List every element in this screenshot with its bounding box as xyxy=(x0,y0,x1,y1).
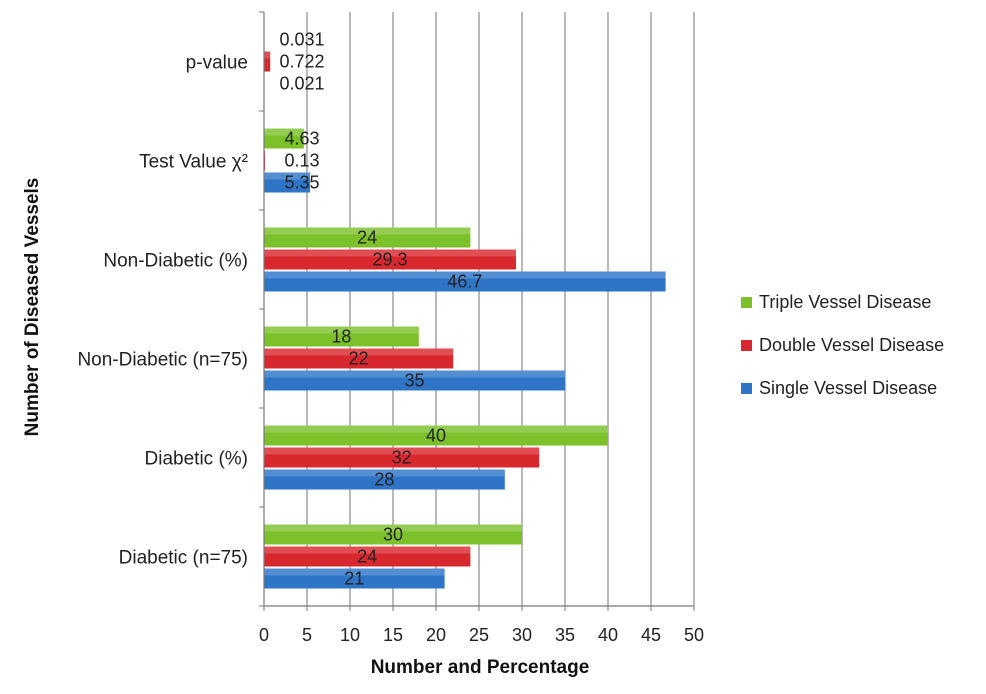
data-label: 4.63 xyxy=(284,129,319,149)
category-label: Diabetic (%) xyxy=(145,449,248,470)
category-label: Non-Diabetic (n=75) xyxy=(77,350,248,371)
data-label: 5.35 xyxy=(284,173,319,193)
legend-item-double-vessel-disease: Double Vessel Disease xyxy=(741,335,944,355)
bar-rect xyxy=(264,249,516,270)
bar-highlight xyxy=(264,524,522,532)
gridlines xyxy=(306,12,695,606)
bar-rect xyxy=(264,348,454,369)
x-tick-label: 5 xyxy=(302,625,312,645)
bar-highlight xyxy=(264,348,454,356)
bar-single-vessel-disease xyxy=(264,271,666,292)
x-tick-label: 20 xyxy=(426,625,446,645)
bar-labels: 21 28 35 46.7 5.35 0.021 24 32 22 29.3 0.13 0.722 30… xyxy=(279,30,482,589)
x-axis-title: Number and Percentage xyxy=(371,657,590,678)
bar-rect xyxy=(264,469,505,490)
legend-swatch xyxy=(741,297,752,308)
bar-single-vessel-disease xyxy=(264,172,311,193)
bar-single-vessel-disease xyxy=(264,568,445,589)
data-label: 24 xyxy=(357,547,377,567)
bar-double-vessel-disease xyxy=(264,249,516,270)
bar-rect xyxy=(264,370,565,391)
bar-rect xyxy=(264,524,522,545)
bar-highlight xyxy=(264,370,565,378)
x-tick-label: 40 xyxy=(598,625,618,645)
data-label: 0.021 xyxy=(279,74,324,94)
data-label: 28 xyxy=(374,470,394,490)
bar-double-vessel-disease xyxy=(264,546,471,567)
x-tick-label: 35 xyxy=(555,625,575,645)
bar-triple-vessel-disease xyxy=(264,425,608,446)
bar-highlight xyxy=(264,326,419,334)
bar-rect xyxy=(264,172,311,193)
bar-highlight xyxy=(264,249,516,257)
bar-double-vessel-disease xyxy=(264,447,540,468)
bar-rect xyxy=(264,326,419,347)
data-label: 0.722 xyxy=(279,52,324,72)
x-tick-label: 10 xyxy=(340,625,360,645)
y-axis-title: Number of Diseased Vessels xyxy=(22,178,43,437)
bar-highlight xyxy=(264,51,271,59)
data-label: 30 xyxy=(383,525,403,545)
x-tick-label: 50 xyxy=(684,625,704,645)
bar-rect xyxy=(264,447,540,468)
legend-swatch xyxy=(741,340,752,351)
bar-highlight xyxy=(264,425,608,433)
x-tick-label: 45 xyxy=(641,625,661,645)
bar-rect xyxy=(264,128,304,149)
legend-label: Single Vessel Disease xyxy=(759,378,937,398)
bar-rect xyxy=(264,568,445,589)
bar-rect xyxy=(264,425,608,446)
data-label: 22 xyxy=(349,349,369,369)
data-label: 18 xyxy=(331,327,351,347)
bar-rect xyxy=(264,546,471,567)
bar-double-vessel-disease xyxy=(264,348,454,369)
axes xyxy=(259,11,695,611)
bar-highlight xyxy=(264,271,666,279)
category-label: Diabetic (n=75) xyxy=(119,548,248,569)
bar-rect xyxy=(264,271,666,292)
x-tick-label: 30 xyxy=(512,625,532,645)
bar-highlight xyxy=(264,546,471,554)
data-label: 46.7 xyxy=(447,272,482,292)
x-tick-label: 25 xyxy=(469,625,489,645)
bar-highlight xyxy=(264,568,445,576)
bar-rect xyxy=(264,51,271,72)
bar-triple-vessel-disease xyxy=(264,326,419,347)
bar-single-vessel-disease xyxy=(264,370,565,391)
data-label: 0.13 xyxy=(284,151,319,171)
bar-rect xyxy=(264,227,471,248)
category-label: p-value xyxy=(186,53,248,74)
category-label: Test Value χ² xyxy=(139,152,248,173)
data-label: 24 xyxy=(357,228,377,248)
category-label: Non-Diabetic (%) xyxy=(103,251,248,272)
x-tick-label: 15 xyxy=(383,625,403,645)
data-label: 0.031 xyxy=(279,30,324,50)
category-labels: Diabetic (n=75) Diabetic (%) Non-Diabetic … xyxy=(77,53,248,569)
bar-triple-vessel-disease xyxy=(264,128,304,149)
bar-highlight xyxy=(264,447,540,455)
bar-highlight xyxy=(264,227,471,235)
legend-label: Triple Vessel Disease xyxy=(759,292,931,312)
bar-double-vessel-disease xyxy=(264,51,271,72)
bar-highlight xyxy=(264,172,311,180)
bar-triple-vessel-disease xyxy=(264,227,471,248)
bar-single-vessel-disease xyxy=(264,469,505,490)
bars xyxy=(264,29,666,589)
data-label: 29.3 xyxy=(372,250,407,270)
data-label: 35 xyxy=(404,371,424,391)
bar-highlight xyxy=(264,128,304,136)
legend-swatch xyxy=(741,383,752,394)
data-label: 32 xyxy=(392,448,412,468)
legend-label: Double Vessel Disease xyxy=(759,335,944,355)
legend-item-triple-vessel-disease: Triple Vessel Disease xyxy=(741,292,931,312)
x-tick-labels: 0 5 10 15 20 25 30 35 40 45 50 xyxy=(259,625,704,645)
x-tick-label: 0 xyxy=(259,625,269,645)
bar-triple-vessel-disease xyxy=(264,524,522,545)
bar-highlight xyxy=(264,469,505,477)
data-label: 21 xyxy=(344,569,364,589)
data-label: 40 xyxy=(426,426,446,446)
legend-item-single-vessel-disease: Single Vessel Disease xyxy=(741,378,937,398)
legend: Triple Vessel Disease Double Vessel Disea… xyxy=(741,292,944,398)
